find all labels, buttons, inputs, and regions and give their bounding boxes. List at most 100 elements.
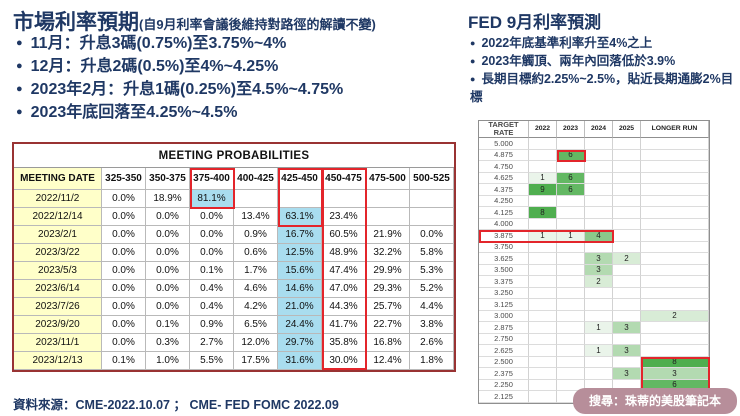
probability-cell: 0.1% [190, 262, 234, 280]
list-item: 2023年觸頂、兩年內回落低於3.9% [470, 52, 736, 70]
table-row: 2023/5/3 0.0% 0.0% 0.1% 1.7% 15.6% 47.4% 29.9% 5… [14, 262, 454, 280]
probability-cell: 5.2% [410, 280, 454, 298]
page-subtitle: (自9月利率會議後維持對路徑的解讀不變) [139, 17, 376, 32]
dot-count-cell [585, 368, 613, 380]
probability-cell [366, 208, 410, 226]
table-row: 2023/3/22 0.0% 0.0% 0.0% 0.6% 12.5% 48.9% 32.2%… [14, 244, 454, 262]
probability-cell [366, 190, 410, 208]
dot-count-cell [557, 322, 585, 334]
dot-count-cell [641, 276, 709, 288]
probability-cell: 0.0% [102, 280, 146, 298]
target-rate-cell: 2.375 [479, 368, 529, 380]
meeting-date-cell: 2023/5/3 [14, 262, 102, 280]
target-rate-cell: 3.125 [479, 299, 529, 311]
probability-cell: 47.4% [322, 262, 366, 280]
dot-table-row: 5.000 [479, 138, 709, 150]
table-header-row: MEETING DATE 325-350 350-375 375-400 400-425… [14, 168, 454, 190]
dot-count-cell [529, 149, 557, 161]
probability-cell: 4.6% [234, 280, 278, 298]
dot-count-cell [529, 253, 557, 265]
probability-cell: 22.7% [366, 316, 410, 334]
dot-count-cell: 3 [613, 345, 641, 357]
target-rate-cell: 3.000 [479, 310, 529, 322]
table-row: 2023/7/26 0.0% 0.0% 0.4% 4.2% 21.0% 44.3% 25.7%… [14, 298, 454, 316]
dot-count-cell [557, 138, 585, 150]
probability-cell: 29.7% [278, 334, 322, 352]
dot-count-cell [529, 264, 557, 276]
probability-cell: 21.9% [366, 226, 410, 244]
dot-count-cell: 3 [613, 322, 641, 334]
dot-count-cell [585, 172, 613, 184]
dot-col-header: 2022 [529, 121, 557, 138]
dot-count-cell [557, 356, 585, 368]
probability-cell: 12.0% [234, 334, 278, 352]
probability-cell: 12.4% [366, 352, 410, 370]
list-item: 2023年底回落至4.25%~4.5% [16, 101, 343, 124]
probability-cell: 0.0% [102, 316, 146, 334]
probability-cell: 4.2% [234, 298, 278, 316]
dot-count-cell [641, 287, 709, 299]
target-rate-cell: 3.250 [479, 287, 529, 299]
dot-table-row: 3.875 1 1 4 [479, 230, 709, 242]
col-header-rate-range: 350-375 [146, 168, 190, 190]
dot-count-cell [613, 195, 641, 207]
meeting-date-cell: 2023/12/13 [14, 352, 102, 370]
meeting-date-cell: 2023/9/20 [14, 316, 102, 334]
dot-count-cell [529, 218, 557, 230]
probability-cell: 0.0% [146, 262, 190, 280]
probability-cell: 41.7% [322, 316, 366, 334]
dot-table-row: 4.250 [479, 195, 709, 207]
target-rate-cell: 4.375 [479, 184, 529, 196]
dot-count-cell [585, 333, 613, 345]
dot-count-cell [529, 310, 557, 322]
dot-table-row: 2.500 8 [479, 356, 709, 368]
probability-cell: 0.0% [146, 244, 190, 262]
dot-count-cell [641, 333, 709, 345]
col-header-rate-range: 375-400 [190, 168, 234, 190]
dot-count-cell [557, 287, 585, 299]
dot-count-cell [585, 149, 613, 161]
target-rate-cell: 2.625 [479, 345, 529, 357]
list-item: 2023年2月：升息1碼(0.25%)至4.5%~4.75% [16, 78, 344, 101]
col-header-rate-range: 400-425 [234, 168, 278, 190]
target-rate-cell: 2.500 [479, 356, 529, 368]
probability-cell: 29.9% [366, 262, 410, 280]
table-row: 2023/9/20 0.0% 0.1% 0.9% 6.5% 24.4% 41.7% 22.7%… [14, 316, 454, 334]
probability-cell: 32.2% [366, 244, 410, 262]
dot-count-cell: 1 [529, 230, 557, 242]
dot-col-header: LONGER RUN [641, 121, 709, 138]
dot-count-cell [557, 345, 585, 357]
probability-cell: 17.5% [234, 352, 278, 370]
dot-table-row: 4.000 [479, 218, 709, 230]
dot-count-cell [641, 218, 709, 230]
dot-count-cell [613, 161, 641, 173]
dot-table-row: 4.750 [479, 161, 709, 173]
dot-count-cell [585, 207, 613, 219]
probability-cell: 0.0% [146, 280, 190, 298]
target-rate-cell: 4.125 [479, 207, 529, 219]
target-rate-cell: 4.625 [479, 172, 529, 184]
dot-count-cell [557, 218, 585, 230]
probability-cell: 0.0% [102, 262, 146, 280]
dot-count-cell: 9 [529, 184, 557, 196]
fed-dot-plot-table: TARGET RATE 2022 2023 2024 2025 LONGER RUN 5.… [478, 120, 710, 404]
target-rate-cell: 5.000 [479, 138, 529, 150]
target-rate-cell: 2.875 [479, 322, 529, 334]
probability-cell: 47.0% [322, 280, 366, 298]
dot-count-cell [641, 345, 709, 357]
dot-count-cell: 3 [585, 253, 613, 265]
dot-count-cell [613, 264, 641, 276]
dot-table-row: 3.125 [479, 299, 709, 311]
probability-cell: 5.3% [410, 262, 454, 280]
list-item: 2022年底基準利率升至4%之上 [470, 34, 736, 52]
dot-count-cell: 6 [557, 172, 585, 184]
dot-count-cell [641, 207, 709, 219]
target-rate-cell: 3.875 [479, 230, 529, 242]
probability-cell: 44.3% [322, 298, 366, 316]
dot-table-row: 3.250 [479, 287, 709, 299]
probability-cell: 0.0% [146, 208, 190, 226]
dot-count-cell [641, 230, 709, 242]
dot-count-cell: 8 [529, 207, 557, 219]
dot-count-cell [529, 368, 557, 380]
probability-cell [410, 190, 454, 208]
